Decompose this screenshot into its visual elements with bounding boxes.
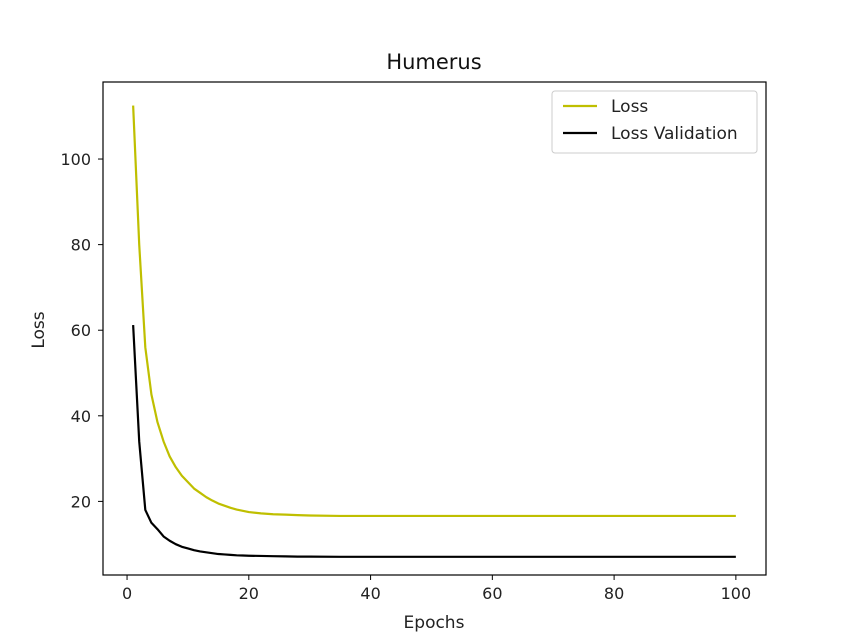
plot-frame (102, 81, 767, 576)
legend: Loss Loss Validation (551, 90, 758, 154)
x-tick-label: 60 (482, 584, 502, 603)
y-tick-label: 60 (71, 321, 91, 340)
legend-box (551, 90, 758, 154)
x-tick-label: 80 (604, 584, 624, 603)
x-tick-label: 0 (122, 584, 132, 603)
y-tick-label: 100 (60, 150, 91, 169)
series-line-loss-validation (132, 325, 736, 558)
series-layer (132, 105, 736, 558)
y-axis-ticks: 20 40 60 80 100 (60, 150, 103, 511)
y-tick-label: 80 (71, 236, 91, 255)
x-tick-label: 20 (239, 584, 259, 603)
x-axis-ticks: 0 20 40 60 80 100 (122, 575, 751, 603)
chart-title: Humerus (386, 50, 481, 74)
y-tick-label: 40 (71, 407, 91, 426)
legend-label-loss-validation: Loss Validation (611, 124, 738, 144)
x-tick-label: 100 (721, 584, 752, 603)
x-axis-label: Epochs (404, 613, 465, 633)
series-line-loss (132, 105, 736, 518)
x-tick-label: 40 (360, 584, 380, 603)
legend-label-loss: Loss (611, 97, 648, 117)
y-axis-label: Loss (29, 311, 49, 348)
y-tick-label: 20 (71, 492, 91, 511)
